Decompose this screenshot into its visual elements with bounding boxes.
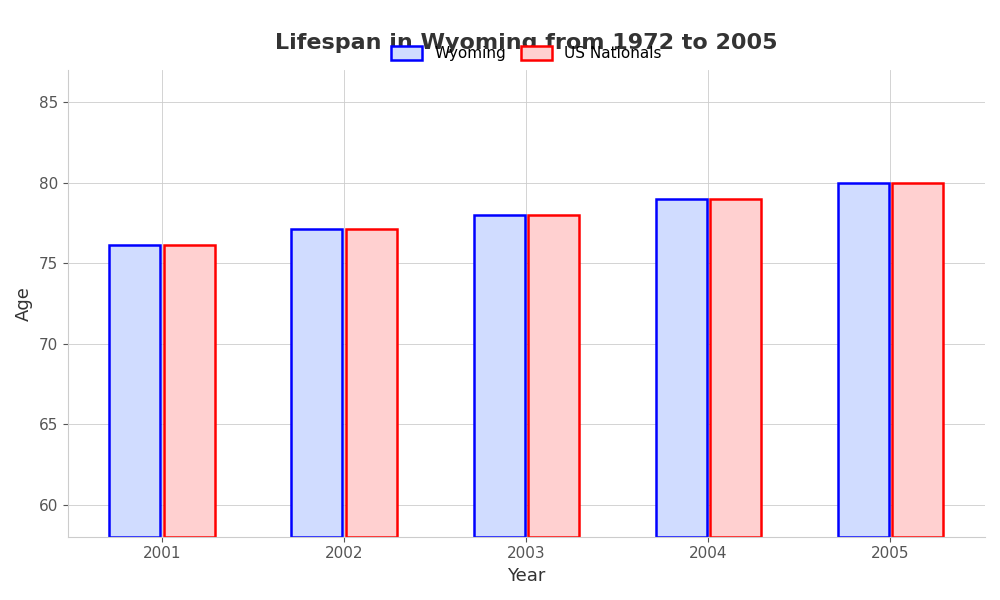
Bar bbox=[346, 229, 397, 537]
Bar bbox=[474, 215, 525, 537]
Y-axis label: Age: Age bbox=[15, 286, 33, 321]
Bar bbox=[109, 245, 160, 537]
Bar bbox=[656, 199, 707, 537]
Bar bbox=[291, 229, 342, 537]
Bar bbox=[710, 199, 761, 537]
Bar bbox=[528, 215, 579, 537]
Bar bbox=[164, 245, 215, 537]
Bar bbox=[838, 182, 889, 537]
Legend: Wyoming, US Nationals: Wyoming, US Nationals bbox=[385, 40, 667, 67]
X-axis label: Year: Year bbox=[507, 567, 546, 585]
Title: Lifespan in Wyoming from 1972 to 2005: Lifespan in Wyoming from 1972 to 2005 bbox=[275, 33, 778, 53]
Bar bbox=[892, 182, 943, 537]
